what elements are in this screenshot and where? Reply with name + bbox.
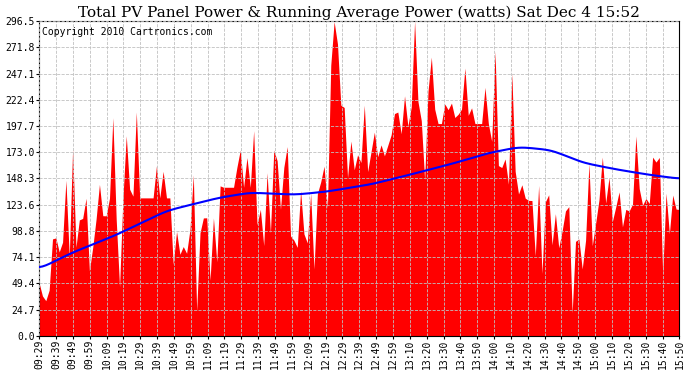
Text: Copyright 2010 Cartronics.com: Copyright 2010 Cartronics.com <box>42 27 213 38</box>
Title: Total PV Panel Power & Running Average Power (watts) Sat Dec 4 15:52: Total PV Panel Power & Running Average P… <box>79 6 640 20</box>
